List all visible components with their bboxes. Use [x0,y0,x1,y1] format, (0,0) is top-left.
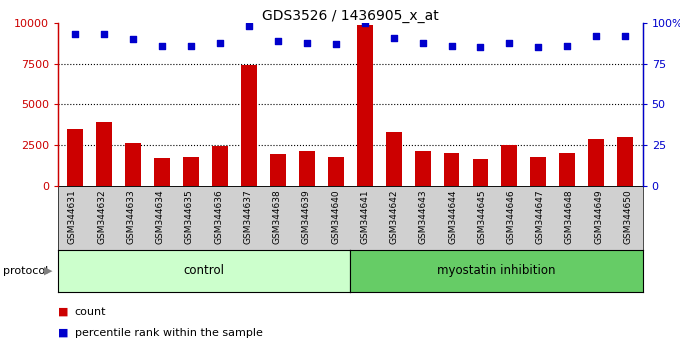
Point [243,23,254,29]
Point [591,33,602,39]
Point [273,38,284,44]
Text: protocol: protocol [3,266,49,276]
Text: GSM344644: GSM344644 [448,189,457,244]
Point [70,32,81,37]
Bar [501,145,517,186]
Bar [443,153,460,186]
Text: GSM344641: GSM344641 [360,189,369,244]
Point [475,45,486,50]
Text: GSM344648: GSM344648 [565,189,574,244]
Bar [328,157,343,186]
Point [186,43,197,48]
Bar [154,158,170,186]
Point [330,41,341,47]
Text: GSM344645: GSM344645 [477,189,486,244]
Text: GSM344647: GSM344647 [536,189,545,244]
Text: count: count [75,307,106,316]
Point [446,43,457,48]
Bar [588,139,605,186]
Point [504,40,515,45]
Text: control: control [184,264,224,277]
Bar [67,129,83,186]
Text: ▶: ▶ [44,266,52,276]
Point [533,45,544,50]
Bar [357,25,373,186]
Text: GSM344632: GSM344632 [97,189,106,244]
Bar [212,146,228,186]
Text: ■: ■ [58,307,68,316]
Text: GSM344631: GSM344631 [68,189,77,244]
Bar [617,137,633,186]
Text: GSM344637: GSM344637 [243,189,252,244]
Text: percentile rank within the sample: percentile rank within the sample [75,328,262,338]
Text: GSM344634: GSM344634 [156,189,165,244]
Bar [241,65,257,186]
Bar [270,154,286,186]
Text: ■: ■ [58,328,68,338]
Bar [299,151,315,186]
Bar [473,159,488,186]
Bar [530,157,546,186]
Bar [386,132,402,186]
Point [214,40,225,45]
Point [128,36,139,42]
Bar [560,153,575,186]
Text: GSM344646: GSM344646 [507,189,515,244]
Point [359,20,370,26]
Point [99,32,109,37]
Text: GDS3526 / 1436905_x_at: GDS3526 / 1436905_x_at [262,9,439,23]
Bar [415,151,430,186]
Text: GSM344642: GSM344642 [390,189,398,244]
Bar [96,122,112,186]
Point [156,43,167,48]
Bar [183,157,199,186]
Text: GSM344633: GSM344633 [126,189,135,244]
Text: GSM344638: GSM344638 [273,189,282,244]
Point [388,35,399,40]
Point [417,40,428,45]
Text: GSM344649: GSM344649 [594,189,603,244]
Text: GSM344650: GSM344650 [624,189,632,244]
Point [301,40,312,45]
Point [562,43,573,48]
Text: myostatin inhibition: myostatin inhibition [437,264,556,277]
Point [619,33,630,39]
Text: GSM344639: GSM344639 [302,189,311,244]
Bar [125,143,141,186]
Text: GSM344643: GSM344643 [419,189,428,244]
Text: GSM344640: GSM344640 [331,189,340,244]
Text: GSM344636: GSM344636 [214,189,223,244]
Text: GSM344635: GSM344635 [185,189,194,244]
